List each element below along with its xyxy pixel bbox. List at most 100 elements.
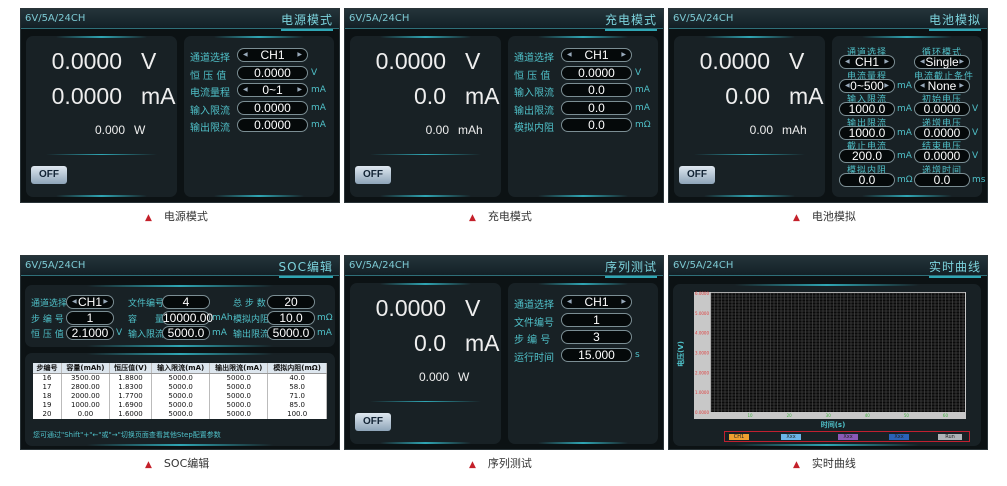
- field-input[interactable]: 0.0: [914, 172, 970, 187]
- arrow-right-icon[interactable]: ▶: [884, 82, 889, 89]
- field-input[interactable]: 20: [267, 295, 315, 309]
- screen-sequence: 6V/5A/24CH 序列测试 0.0000 V 0.0 mA 0.000 W OFF 通道选择 C…: [344, 255, 664, 450]
- field-input[interactable]: 10.0: [267, 310, 315, 325]
- hint-text: 您可通过"Shift"+"←"或"→"切换页面查看其他Step配置参数: [33, 431, 221, 439]
- arrow-left-icon[interactable]: ◀: [567, 299, 572, 305]
- field-input[interactable]: Single ◀ ▶: [914, 55, 970, 69]
- arrow-right-icon[interactable]: ▶: [621, 52, 626, 58]
- table-cell: 5000.0: [151, 400, 211, 410]
- x-tick-label: 20: [787, 413, 793, 418]
- legend-item[interactable]: Run: [938, 434, 962, 440]
- field-label: 输出限流: [514, 105, 554, 117]
- off-button[interactable]: OFF: [355, 413, 391, 431]
- field-input[interactable]: 0.0000: [237, 100, 308, 115]
- legend-item[interactable]: CH1: [729, 434, 749, 440]
- field-label: 总 步 数: [233, 299, 266, 309]
- reading-unit: V: [465, 48, 481, 74]
- off-button[interactable]: OFF: [679, 166, 715, 184]
- reading-value: 0.0000: [699, 48, 770, 74]
- field-input[interactable]: CH1 ◀ ▶: [237, 48, 308, 62]
- field-input[interactable]: 10000.00: [162, 310, 214, 325]
- field-input[interactable]: CH1 ◀ ▶: [561, 295, 632, 309]
- field-input[interactable]: 0.0: [561, 83, 632, 97]
- field-input[interactable]: None ◀ ▶: [914, 78, 970, 93]
- arrow-left-icon[interactable]: ◀: [845, 82, 850, 89]
- reading-value: 0.00: [425, 123, 449, 137]
- field-input[interactable]: 1: [66, 310, 114, 325]
- table-row[interactable]: 19 1000.00 1.6900 5000.0 5000.0 85.0: [33, 400, 327, 410]
- reading-unit: mAh: [782, 123, 807, 137]
- field-input[interactable]: 2.1000: [66, 326, 114, 340]
- field-input[interactable]: 0.0: [561, 118, 632, 132]
- table-row[interactable]: 18 2000.00 1.7700 5000.0 5000.0 71.0: [33, 391, 327, 401]
- field-input[interactable]: 1: [561, 312, 632, 327]
- field-input[interactable]: CH1 ◀ ▶: [66, 295, 114, 309]
- field-unit: V: [972, 104, 979, 114]
- table-cell: 1.8300: [109, 382, 153, 392]
- arrow-right-icon[interactable]: ▶: [297, 52, 302, 58]
- field-input[interactable]: 0~500 ◀ ▶: [839, 78, 895, 93]
- field-unit: mA: [317, 328, 332, 338]
- field-input[interactable]: 0.0: [839, 172, 895, 187]
- table-cell: 1.6000: [109, 409, 153, 419]
- triangle-icon: ▲: [145, 213, 152, 223]
- table-row[interactable]: 17 2800.00 1.8300 5000.0 5000.0 58.0: [33, 382, 327, 392]
- arrow-left-icon[interactable]: ◀: [243, 52, 248, 58]
- field-input[interactable]: 5000.0: [162, 326, 210, 340]
- field-input[interactable]: 0.0000: [914, 102, 970, 116]
- field-input[interactable]: 0.0000: [237, 65, 308, 80]
- arrow-left-icon[interactable]: ◀: [920, 82, 925, 89]
- field-unit: mA: [311, 102, 326, 113]
- field-label: 初始电压: [921, 95, 962, 105]
- legend-item[interactable]: Xxx: [838, 434, 858, 440]
- field-input[interactable]: CH1 ◀ ▶: [561, 48, 632, 62]
- legend-item[interactable]: Xxx: [781, 434, 801, 440]
- y-tick-label: 3.0000: [695, 351, 709, 356]
- arrow-right-icon[interactable]: ▶: [959, 59, 964, 65]
- caption-text: 电源模式: [163, 210, 208, 223]
- arrow-right-icon[interactable]: ▶: [103, 299, 108, 305]
- screen-charge: 6V/5A/24CH 充电模式 0.0000 V 0.0 mA 0.00 mAh OFF 通道选择…: [344, 8, 664, 203]
- field-input[interactable]: 1000.0: [839, 125, 895, 140]
- field-input[interactable]: 0.0000: [914, 125, 970, 140]
- field-input[interactable]: 4: [162, 295, 210, 309]
- arrow-left-icon[interactable]: ◀: [72, 299, 77, 305]
- field-label: 步 编 号: [514, 335, 551, 346]
- caption: ▲ 序列测试: [469, 455, 532, 471]
- screen-header: 6V/5A/24CH 电源模式: [21, 9, 339, 31]
- field-unit: V: [311, 67, 318, 78]
- field-input[interactable]: 15.000: [561, 347, 632, 362]
- off-button[interactable]: OFF: [355, 166, 391, 184]
- table-cell: 17: [33, 382, 62, 392]
- field-input[interactable]: 0.0: [561, 100, 632, 115]
- table-cell: 100.0: [267, 409, 327, 419]
- arrow-left-icon[interactable]: ◀: [567, 52, 572, 58]
- table-row[interactable]: 20 0.00 1.6000 5000.0 5000.0 100.0: [33, 409, 327, 419]
- field-input[interactable]: 3: [561, 330, 632, 344]
- arrow-left-icon[interactable]: ◀: [243, 87, 248, 93]
- caption: ▲ 实时曲线: [793, 455, 856, 471]
- field-input[interactable]: CH1 ◀ ▶: [839, 55, 895, 69]
- caption-text: SOC编辑: [163, 457, 210, 470]
- field-input[interactable]: 5000.0: [267, 326, 315, 340]
- divider: [370, 154, 481, 155]
- table-cell: 1.6900: [109, 400, 153, 410]
- field-input[interactable]: 0.0000: [237, 118, 308, 132]
- table-row[interactable]: 16 3500.00 1.8800 5000.0 5000.0 40.0: [33, 373, 327, 383]
- field-input[interactable]: 0.0000: [914, 149, 970, 163]
- arrow-right-icon[interactable]: ▶: [884, 59, 889, 65]
- field-input[interactable]: 200.0: [839, 149, 895, 163]
- arrow-right-icon[interactable]: ▶: [959, 82, 964, 89]
- legend-item[interactable]: Xxx: [889, 434, 909, 440]
- field-input[interactable]: 0~1 ◀ ▶: [237, 83, 308, 97]
- arrow-left-icon[interactable]: ◀: [845, 59, 850, 65]
- arrow-right-icon[interactable]: ▶: [297, 87, 302, 93]
- arrow-left-icon[interactable]: ◀: [920, 59, 925, 65]
- table-cell: 3500.00: [61, 373, 110, 383]
- off-button[interactable]: OFF: [31, 166, 67, 184]
- reading-unit: V: [789, 48, 805, 74]
- field-input[interactable]: 0.0000: [561, 65, 632, 80]
- field-input[interactable]: 1000.0: [839, 102, 895, 116]
- arrow-right-icon[interactable]: ▶: [621, 299, 626, 305]
